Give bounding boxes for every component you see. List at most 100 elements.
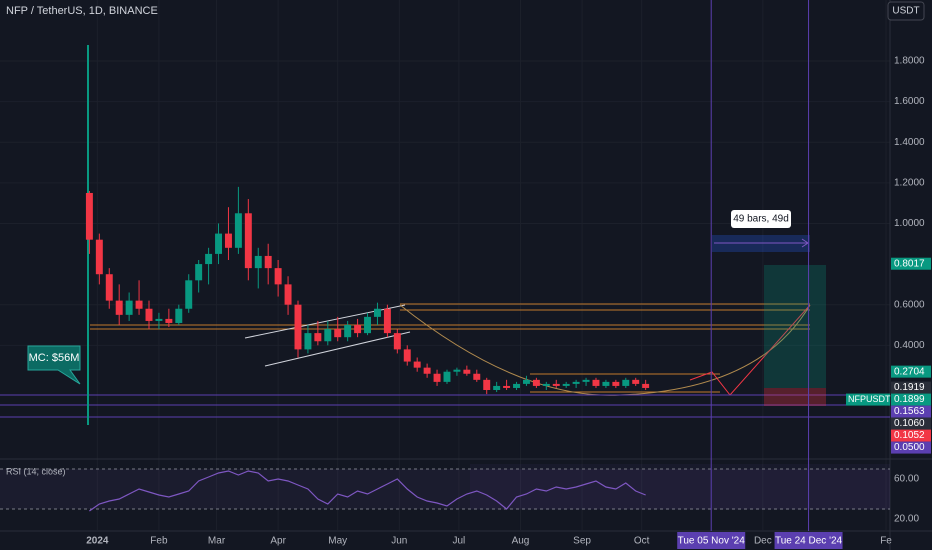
x-tick-label: Aug	[512, 536, 530, 547]
price-label: 0.1919	[894, 382, 925, 393]
candle-body	[393, 333, 401, 350]
candle-body	[413, 361, 421, 368]
symbol-tag-label: NFPUSDT	[848, 394, 891, 404]
price-label: 0.8017	[894, 258, 925, 269]
x-tick-label: Jun	[391, 536, 407, 547]
candle-body	[542, 383, 550, 386]
chart-title: NFP / TetherUS, 1D, BINANCE	[6, 5, 158, 17]
projection-path	[689, 304, 811, 396]
rsi-title: RSI (14, close)	[6, 466, 66, 476]
price-label: 0.1563	[894, 406, 925, 417]
candle-body	[493, 385, 501, 390]
price-label-box	[891, 441, 931, 454]
price-label: 0.2704	[894, 366, 925, 377]
x-tick-label: Feb	[150, 536, 168, 547]
candle-body	[592, 379, 600, 386]
rsi-band	[470, 464, 890, 510]
candle-body	[145, 308, 153, 321]
long-position-stop	[764, 388, 826, 406]
rsi-tick-label: 20.00	[894, 514, 919, 525]
candle-body	[582, 379, 590, 382]
symbol-tag	[846, 393, 890, 406]
candle-body	[562, 383, 570, 386]
candle-body	[215, 233, 223, 254]
price-label: 0.1052	[894, 430, 925, 441]
long-position-target	[764, 265, 826, 388]
candle-body	[453, 369, 461, 372]
price-label-box	[891, 405, 931, 418]
callout-label: MC: $56M	[29, 352, 80, 364]
candle-body	[304, 333, 312, 350]
candle-body	[354, 325, 362, 334]
price-label: 0.0500	[894, 442, 925, 453]
candle-body	[334, 329, 342, 338]
candle-body	[503, 385, 511, 388]
candle-body	[364, 316, 371, 334]
candle-body	[522, 379, 530, 384]
price-label-box	[891, 429, 931, 442]
candle-body	[344, 325, 352, 338]
candle-body	[274, 268, 282, 285]
candle-body	[642, 383, 650, 388]
y-tick-label: 1.2000	[894, 177, 925, 188]
currency-label[interactable]: USDT	[892, 6, 919, 17]
channel-line	[264, 331, 411, 367]
candle-body	[115, 300, 123, 315]
price-label: 0.1060	[894, 418, 925, 429]
candle-body	[125, 300, 133, 315]
candle-body	[602, 381, 610, 386]
candle-body	[552, 383, 560, 386]
x-tick-label: May	[328, 536, 347, 547]
currency-button[interactable]	[887, 1, 925, 21]
x-tick-label: Apr	[270, 536, 286, 547]
candle-body	[433, 373, 441, 382]
candle-body	[314, 333, 322, 342]
y-tick-label: 0.4000	[894, 340, 925, 351]
price-label-box	[891, 381, 931, 394]
candle-body	[473, 373, 481, 380]
candle-body	[513, 383, 520, 388]
rsi-band	[0, 469, 890, 509]
candle-body	[264, 255, 272, 269]
rsi-tick-label: 60.00	[894, 474, 919, 485]
price-label: 0.1899	[894, 394, 925, 405]
candle-body	[224, 233, 232, 248]
date-marker-label: Tue 24 Dec '24	[775, 536, 843, 547]
date-marker-box	[774, 532, 843, 549]
price-label-box	[891, 417, 931, 430]
x-tick-label: Sep	[573, 536, 591, 547]
x-tick-label: 2024	[86, 536, 109, 547]
candle-body	[185, 280, 193, 309]
candle-body	[254, 255, 262, 269]
x-tick-label: Dec	[754, 536, 772, 547]
candle-body	[373, 308, 381, 317]
candle-body	[175, 308, 183, 323]
candle-body	[105, 274, 113, 301]
date-marker-box	[677, 532, 746, 549]
candle-body	[483, 379, 491, 390]
price-label-box	[891, 257, 931, 270]
candle-body	[463, 369, 471, 374]
candle-body	[165, 318, 173, 323]
candle-body	[244, 213, 252, 269]
measure-arrow	[801, 238, 809, 248]
candle-body	[284, 284, 292, 305]
candle-body	[205, 253, 213, 265]
x-tick-label: Fe	[880, 536, 892, 547]
candle-body	[135, 300, 143, 309]
candle-body	[612, 381, 620, 386]
candle-body	[195, 264, 203, 281]
candle-body	[155, 318, 163, 321]
measure-label-box	[731, 210, 791, 228]
x-tick-label: Mar	[208, 536, 226, 547]
candle-body	[622, 379, 630, 386]
candle-body	[632, 379, 640, 384]
y-tick-label: 1.6000	[894, 96, 925, 107]
candle-body	[383, 308, 391, 334]
candle-body	[572, 381, 580, 384]
x-tick-label: Jul	[453, 536, 466, 547]
date-marker-label: Tue 05 Nov '24	[678, 536, 746, 547]
